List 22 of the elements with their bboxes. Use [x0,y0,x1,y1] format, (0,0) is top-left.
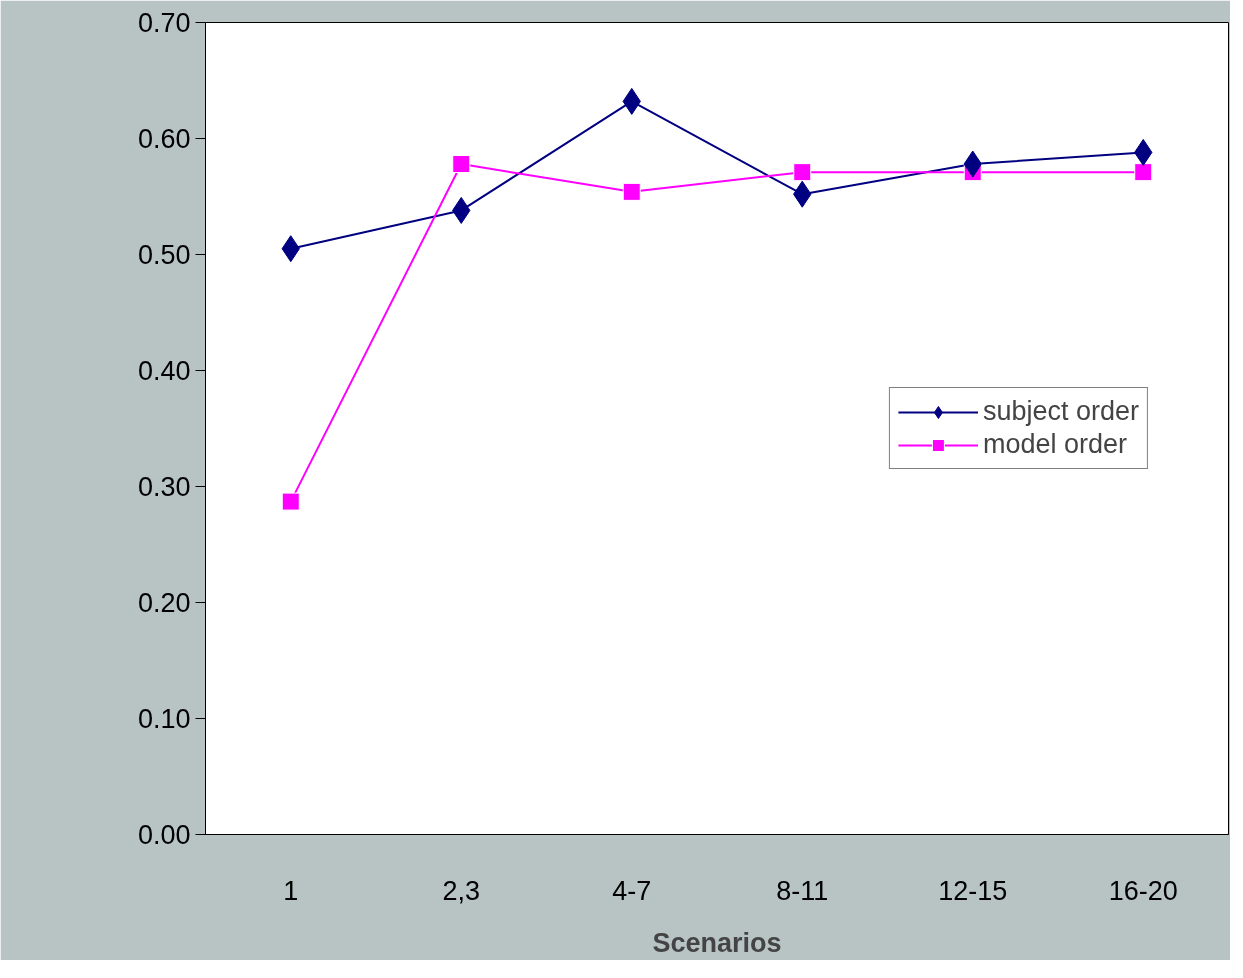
x-tick-label: 4-7 [612,875,652,906]
point [1134,163,1153,182]
point [452,155,471,174]
y-tick-label: 0.60 [137,124,191,154]
point [281,492,300,511]
x-tick-label: 8-11 [776,875,829,906]
legend-label: subject order [982,396,1139,427]
point [622,182,641,201]
legend-label: model order [982,429,1127,460]
y-tick-label: 0.50 [137,240,191,270]
y-tick-label: 0.70 [137,8,191,38]
point [793,163,812,182]
y-tick-label: 0.30 [137,472,191,502]
x-tick-label: 2,3 [442,875,481,906]
x-tick-label: 1 [283,875,299,906]
y-tick-label: 0.20 [137,588,191,618]
y-tick-label: 0.00 [137,820,191,850]
y-tick-label: 0.40 [137,356,191,386]
x-tick-label: 16-20 [1108,875,1178,906]
y-tick-label: 0.10 [137,704,191,734]
x-tick-label: 12-15 [938,875,1008,906]
x-axis-title: Scenarios [652,927,782,958]
